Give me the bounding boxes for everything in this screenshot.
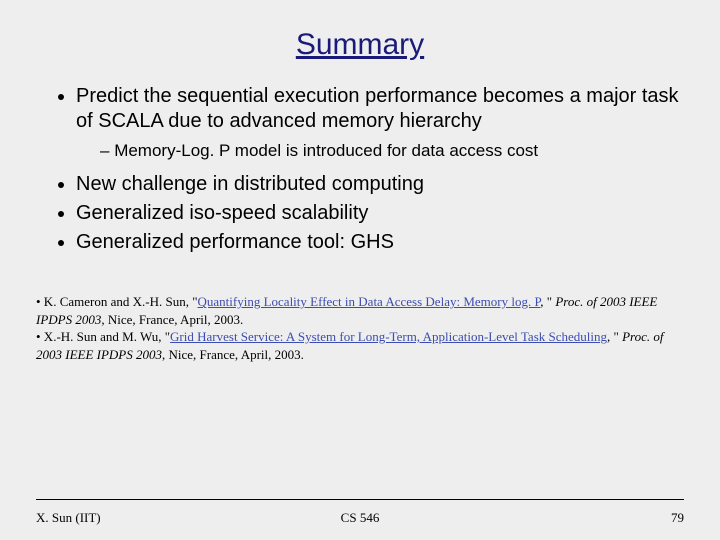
footer: X. Sun (IIT) CS 546 79 bbox=[36, 510, 684, 526]
slide: Summary Predict the sequential execution… bbox=[0, 0, 720, 540]
slide-title: Summary bbox=[36, 28, 684, 62]
bullet-text: Predict the sequential execution perform… bbox=[76, 85, 679, 132]
bullet-item: Predict the sequential execution perform… bbox=[76, 84, 684, 162]
reference-item: • K. Cameron and X.-H. Sun, "Quantifying… bbox=[36, 293, 684, 328]
ref-text: , Nice, France, April, 2003. bbox=[101, 312, 243, 327]
ref-text: • X.-H. Sun and M. Wu, " bbox=[36, 329, 170, 344]
sub-bullet-list: Memory-Log. P model is introduced for da… bbox=[100, 140, 684, 162]
ref-text: , " bbox=[540, 294, 555, 309]
bullet-item: Generalized performance tool: GHS bbox=[76, 230, 684, 255]
bullet-item: New challenge in distributed computing bbox=[76, 172, 684, 197]
bullet-item: Generalized iso-speed scalability bbox=[76, 201, 684, 226]
ref-text: , " bbox=[607, 329, 622, 344]
footer-divider bbox=[36, 499, 684, 500]
references: • K. Cameron and X.-H. Sun, "Quantifying… bbox=[36, 293, 684, 363]
ref-text: • K. Cameron and X.-H. Sun, " bbox=[36, 294, 198, 309]
sub-bullet-item: Memory-Log. P model is introduced for da… bbox=[100, 140, 684, 162]
footer-center: CS 546 bbox=[36, 510, 684, 526]
ref-link[interactable]: Quantifying Locality Effect in Data Acce… bbox=[198, 294, 541, 309]
ref-text: , Nice, France, April, 2003. bbox=[162, 347, 304, 362]
ref-link[interactable]: Grid Harvest Service: A System for Long-… bbox=[170, 329, 607, 344]
reference-item: • X.-H. Sun and M. Wu, "Grid Harvest Ser… bbox=[36, 328, 684, 363]
bullet-list: Predict the sequential execution perform… bbox=[56, 84, 684, 255]
